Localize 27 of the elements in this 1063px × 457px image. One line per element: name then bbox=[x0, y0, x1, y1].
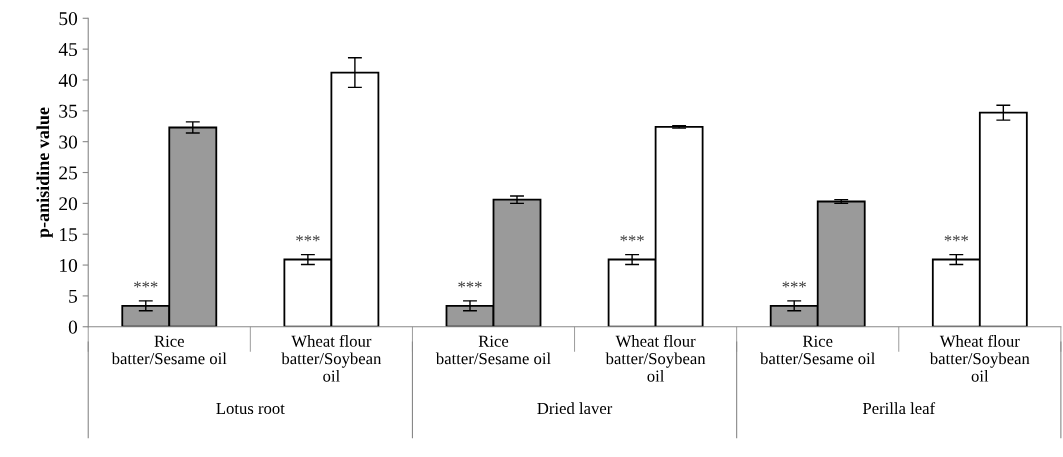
x-tick-label: Rice batter/Sesame oil bbox=[111, 335, 227, 365]
text: Perilla leaf bbox=[862, 402, 936, 415]
text: Lotus root bbox=[216, 402, 285, 415]
x-tick-label: Wheat flour batter/Soybean oil bbox=[605, 334, 706, 382]
y-tick-label: 20 bbox=[59, 197, 78, 211]
annotation: *** bbox=[782, 281, 806, 288]
y-axis-title: p-anisidine value bbox=[36, 107, 53, 238]
y-tick-label: 50 bbox=[59, 12, 78, 26]
y-tick-label: 35 bbox=[59, 104, 78, 118]
y-tick-label: 0 bbox=[68, 320, 78, 334]
y-tick-label: 15 bbox=[60, 228, 78, 242]
annotation: *** bbox=[944, 235, 969, 242]
annotation: *** bbox=[296, 235, 320, 242]
x-tick-label: Wheat flour batter/Soybean oil bbox=[929, 334, 1030, 382]
y-tick-label: 10 bbox=[60, 258, 78, 272]
text: Dried laver bbox=[537, 402, 613, 415]
y-tick-label: 5 bbox=[69, 289, 78, 303]
annotation: *** bbox=[620, 235, 644, 242]
x-tick-label: Rice batter/Sesame oil bbox=[760, 335, 875, 365]
x-tick-label: Wheat flour batter/Soybean oil bbox=[281, 334, 382, 382]
y-tick-label: 40 bbox=[58, 73, 78, 87]
annotation: *** bbox=[458, 281, 482, 288]
annotation: *** bbox=[134, 281, 158, 288]
y-tick-label: 30 bbox=[59, 135, 78, 149]
x-tick-label: Rice batter/Sesame oil bbox=[435, 335, 551, 365]
y-tick-label: 45 bbox=[58, 43, 78, 57]
y-tick-label: 25 bbox=[59, 166, 78, 180]
